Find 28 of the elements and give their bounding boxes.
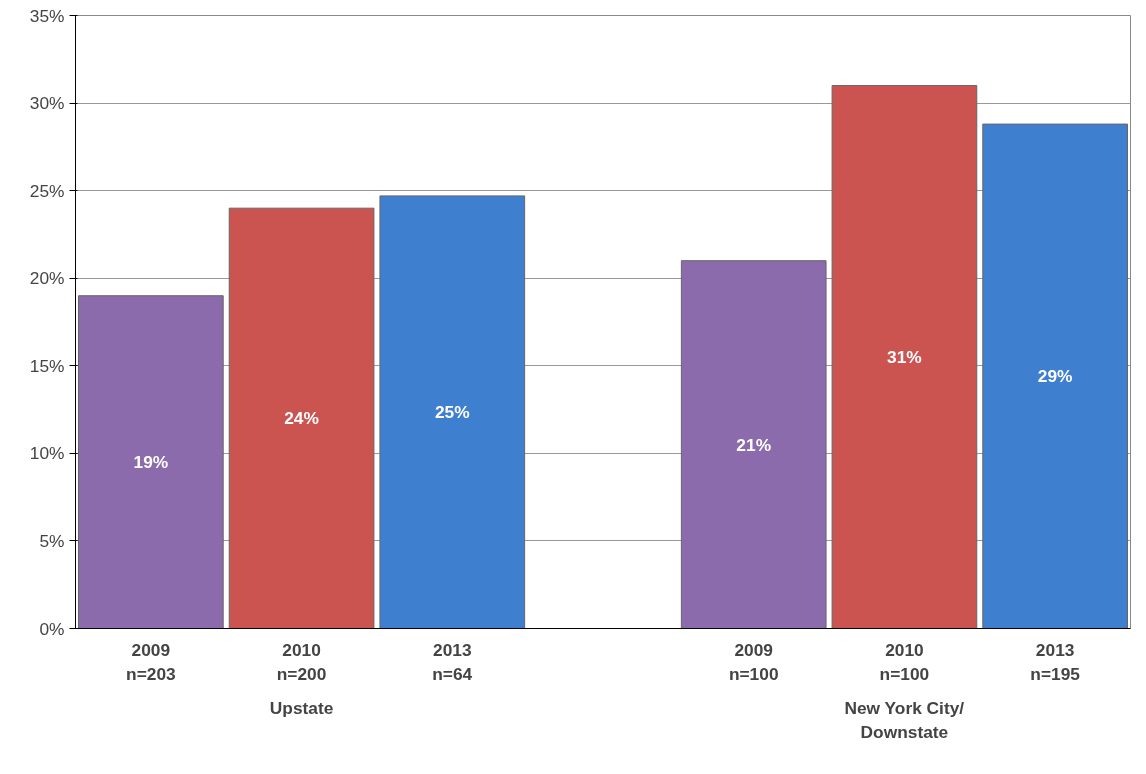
y-tick-label: 5%	[39, 530, 65, 551]
x-tick-label: 2009 n=203	[126, 639, 177, 684]
bar	[680, 260, 827, 629]
data-label: 25%	[434, 402, 470, 423]
data-label: 29%	[1037, 366, 1073, 387]
x-tick-label: 2010 n=200	[276, 639, 327, 684]
y-tick-label: 30%	[29, 93, 65, 114]
y-tick-label: 35%	[29, 5, 65, 26]
x-tick-label: 2010 n=100	[879, 639, 930, 684]
y-tick-label: 10%	[29, 443, 65, 464]
text: New York City/ Downstate	[844, 697, 965, 742]
data-label: 19%	[133, 452, 169, 473]
y-tick-label: 15%	[29, 355, 65, 376]
data-label: 21%	[736, 434, 772, 455]
x-tick-label: 2013 n=195	[1030, 639, 1081, 684]
data-label: 31%	[887, 347, 922, 368]
x-tick-label: 2013 n=64	[432, 639, 473, 684]
bar	[228, 207, 375, 629]
data-label: 24%	[284, 408, 319, 429]
y-tick-label: 20%	[29, 268, 65, 289]
bar	[78, 295, 224, 629]
bar	[379, 195, 526, 629]
text: Upstate	[269, 697, 334, 718]
y-tick-label: 0%	[39, 618, 65, 639]
bar	[831, 85, 978, 629]
bar	[982, 123, 1128, 629]
y-tick-label: 25%	[29, 180, 65, 201]
x-tick-label: 2009 n=100	[728, 639, 779, 684]
